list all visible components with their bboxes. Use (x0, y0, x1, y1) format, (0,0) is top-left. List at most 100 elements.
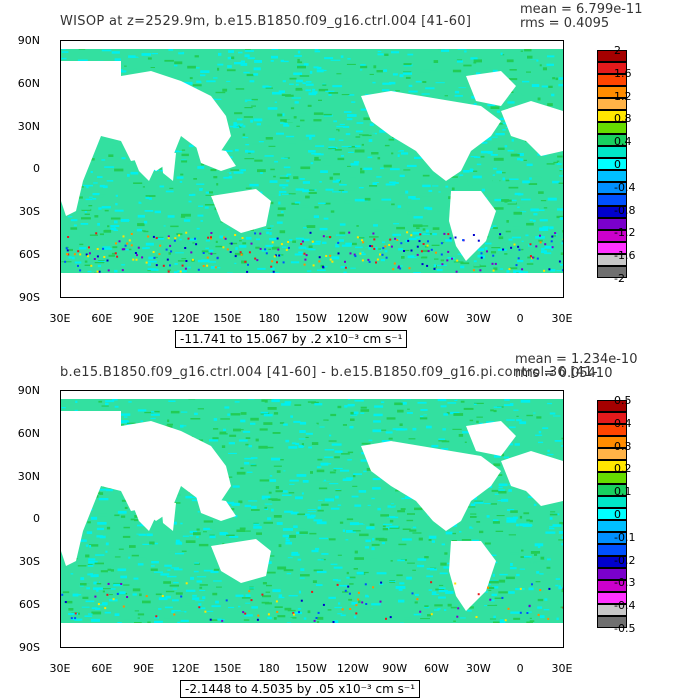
panel-1-range-box: -11.741 to 15.067 by .2 x10⁻³ cm s⁻¹ (175, 330, 408, 348)
colorbar-swatch (597, 544, 627, 556)
colorbar-label: 0.8 (614, 112, 632, 126)
panel-1-mean: mean = 6.799e-11 (520, 2, 643, 17)
colorbar-swatch (597, 218, 627, 230)
colorbar-label: -1.2 (614, 226, 636, 240)
lat-label-60n: 60N (17, 77, 40, 90)
lon-label: 180 (258, 312, 280, 325)
land-mask (61, 623, 563, 647)
lat-label-30n: 30N (17, 470, 40, 483)
lon-label: 90W (382, 312, 408, 325)
panel-2-mean: mean = 1.234e-10 (515, 352, 638, 367)
land-mask (466, 71, 516, 106)
lon-label: 120E (171, 312, 200, 325)
land-mask (361, 441, 501, 531)
colorbar-swatch (597, 484, 627, 496)
colorbar-swatch (597, 62, 627, 74)
land-mask (196, 496, 236, 521)
lon-label: 150W (295, 662, 327, 675)
lon-label: 120W (336, 662, 369, 675)
lon-label: 60E (91, 312, 113, 325)
colorbar-swatch (597, 242, 627, 254)
land-mask (196, 146, 236, 171)
colorbar-swatch (597, 254, 627, 266)
lon-label: 60E (91, 662, 113, 675)
lon-label: 90E (133, 312, 155, 325)
lat-label-90n: 90N (17, 384, 40, 397)
colorbar-label: 1.2 (614, 89, 632, 103)
colorbar-label: 0.3 (614, 439, 632, 453)
land-mask (61, 41, 563, 49)
panel-2-title: b.e15.B1850.f09_g16.ctrl.004 [41-60] - b… (60, 365, 598, 380)
land-mask (61, 391, 563, 399)
lat-label-60n: 60N (17, 427, 40, 440)
colorbar-swatch (597, 580, 627, 592)
panel-1-colorbar (597, 50, 627, 278)
land-mask (501, 451, 563, 506)
lon-label: 0 (516, 662, 524, 675)
colorbar-label: 2 (614, 44, 621, 57)
colorbar-swatch (597, 448, 627, 460)
colorbar-label: 0.1 (614, 485, 632, 499)
colorbar-swatch (597, 230, 627, 242)
colorbar-label: 0.2 (614, 462, 632, 476)
lat-label-60s: 60S (19, 598, 40, 611)
lat-label-30s: 30S (19, 555, 40, 568)
colorbar-swatch (597, 182, 627, 194)
lon-label: 120W (336, 312, 369, 325)
colorbar-label: -0.2 (614, 553, 636, 567)
colorbar-swatch (597, 170, 627, 182)
colorbar-swatch (597, 532, 627, 544)
land-mask (361, 91, 501, 181)
land-mask (211, 539, 271, 583)
colorbar-swatch (597, 110, 627, 122)
land-mask (449, 191, 496, 261)
colorbar-label: 0.5 (614, 394, 632, 407)
lat-label-90n: 90N (17, 34, 40, 47)
colorbar-swatch (597, 412, 627, 424)
colorbar-swatch (597, 604, 627, 616)
colorbar-label: -0.4 (614, 180, 636, 194)
lat-label-60s: 60S (19, 248, 40, 261)
lon-label: 180 (258, 662, 280, 675)
colorbar-swatch (597, 616, 627, 628)
lon-label: 30W (465, 312, 491, 325)
colorbar-swatch (597, 592, 627, 604)
land-mask (61, 61, 231, 216)
lon-label: 30E (551, 312, 573, 325)
colorbar-swatch (597, 50, 627, 62)
lon-label: 60W (424, 312, 449, 325)
colorbar-swatch (597, 194, 627, 206)
colorbar-swatch (597, 472, 627, 484)
lon-label: 150W (295, 312, 327, 325)
land-mask (211, 189, 271, 233)
lat-label-0: 0 (33, 512, 40, 525)
colorbar-label: 0 (614, 158, 621, 171)
colorbar-swatch (597, 146, 627, 158)
colorbar-swatch (597, 158, 627, 170)
colorbar-swatch (597, 266, 627, 278)
colorbar-label: -1.6 (614, 249, 636, 263)
panel-2-rms: rms = 0.05410 (515, 366, 613, 381)
land-mask (131, 496, 156, 531)
panel-1-title: WISOP at z=2529.9m, b.e15.B1850.f09_g16.… (60, 14, 472, 29)
land-mask (449, 541, 496, 611)
land-mask (161, 501, 176, 531)
colorbar-label: 1.6 (614, 66, 632, 80)
land-mask (131, 146, 156, 181)
lon-label: 0 (516, 312, 524, 325)
panel-2-map (60, 390, 564, 648)
colorbar-swatch (597, 436, 627, 448)
colorbar-swatch (597, 556, 627, 568)
land-mask (501, 101, 563, 156)
lon-label: 150E (213, 662, 242, 675)
colorbar-label: -0.8 (614, 203, 636, 217)
colorbar-swatch (597, 424, 627, 436)
lat-label-90s: 90S (19, 291, 40, 304)
lat-label-0: 0 (33, 162, 40, 175)
panel-2-range-box: -2.1448 to 4.5035 by .05 x10⁻³ cm s⁻¹ (180, 680, 421, 698)
colorbar-swatch (597, 520, 627, 532)
colorbar-swatch (597, 74, 627, 86)
lon-label: 30E (49, 312, 71, 325)
colorbar-swatch (597, 86, 627, 98)
land-mask (466, 421, 516, 456)
